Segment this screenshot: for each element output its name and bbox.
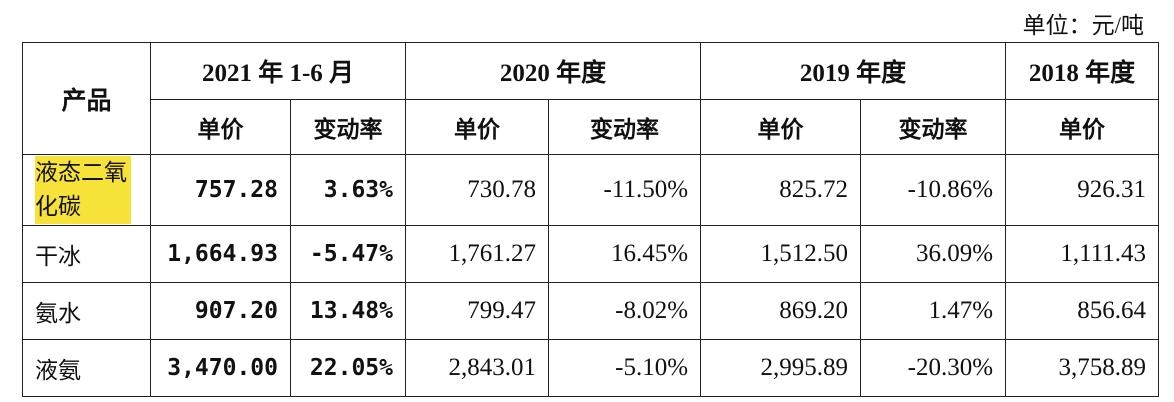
header-cell: 产品 <box>22 42 151 155</box>
column-header: 单价 <box>1005 99 1160 155</box>
table-row: 氨水 907.20 13.48% 799.47 -8.02% 869.20 1.47% 856… <box>22 282 1160 340</box>
value-cell: 3,758.89 <box>1005 339 1160 397</box>
product-cell: 液态二氧化碳 <box>22 154 151 226</box>
unit-note: 单位：元/吨 <box>1022 13 1144 38</box>
column-header: 变动率 <box>548 99 702 155</box>
value-cell: 757.28 <box>150 154 291 226</box>
value-cell: 825.72 <box>700 154 862 226</box>
product-name: 干冰 <box>35 244 81 270</box>
product-cell: 干冰 <box>22 225 151 283</box>
value-cell: 799.47 <box>405 282 550 340</box>
column-header: 单价 <box>150 99 291 155</box>
value-cell: 36.09% <box>860 225 1007 283</box>
value-cell: 869.20 <box>700 282 862 340</box>
value-cell: 2,995.89 <box>700 339 862 397</box>
value-cell: 3,470.00 <box>150 339 291 397</box>
value-cell: 730.78 <box>405 154 550 226</box>
group-header: 2021 年 1-6 月 <box>149 42 407 100</box>
value-cell: 856.64 <box>1005 282 1160 340</box>
value-cell: 1,664.93 <box>150 225 291 283</box>
table-row: 干冰 1,664.93 -5.47% 1,761.27 16.45% 1,512.50 36… <box>22 225 1160 283</box>
value-cell: -5.10% <box>548 339 702 397</box>
price-table: 产品 2021 年 1-6 月 2020 年度 2019 年度 2018 年度 单价 变动率… <box>22 42 1160 397</box>
value-cell: 1.47% <box>860 282 1007 340</box>
product-cell: 氨水 <box>22 282 151 340</box>
column-header: 变动率 <box>289 99 407 155</box>
product-name: 液氨 <box>35 358 81 384</box>
table-row: 液氨 3,470.00 22.05% 2,843.01 -5.10% 2,995.89 -2… <box>22 339 1160 397</box>
group-header: 2019 年度 <box>700 42 1007 100</box>
value-cell: 13.48% <box>289 282 407 340</box>
value-cell: -10.86% <box>860 154 1007 226</box>
column-header: 单价 <box>405 99 550 155</box>
value-cell: 1,761.27 <box>405 225 550 283</box>
value-cell: -11.50% <box>548 154 702 226</box>
value-cell: 16.45% <box>548 225 702 283</box>
product-name: 氨水 <box>35 301 81 327</box>
column-header: 变动率 <box>860 99 1007 155</box>
group-header: 2018 年度 <box>1005 42 1160 100</box>
header-row: 产品 2021 年 1-6 月 2020 年度 2019 年度 2018 年度 <box>22 42 1160 155</box>
value-cell: 1,512.50 <box>700 225 862 283</box>
group-header: 2020 年度 <box>405 42 702 100</box>
column-header: 单价 <box>700 99 862 155</box>
value-cell: -5.47% <box>289 225 407 283</box>
header-row: 单价 变动率 单价 变动率 单价 变动率 单价 <box>23 99 1160 155</box>
product-cell: 液氨 <box>22 339 151 397</box>
value-cell: -20.30% <box>860 339 1007 397</box>
value-cell: -8.02% <box>548 282 702 340</box>
product-name: 液态二氧化碳 <box>35 156 131 224</box>
value-cell: 907.20 <box>150 282 291 340</box>
value-cell: 926.31 <box>1005 154 1160 226</box>
table-row: 液态二氧化碳 757.28 3.63% 730.78 -11.50% 825.72 -10.… <box>22 154 1160 226</box>
value-cell: 3.63% <box>289 154 407 226</box>
value-cell: 22.05% <box>289 339 407 397</box>
value-cell: 1,111.43 <box>1005 225 1160 283</box>
value-cell: 2,843.01 <box>405 339 550 397</box>
